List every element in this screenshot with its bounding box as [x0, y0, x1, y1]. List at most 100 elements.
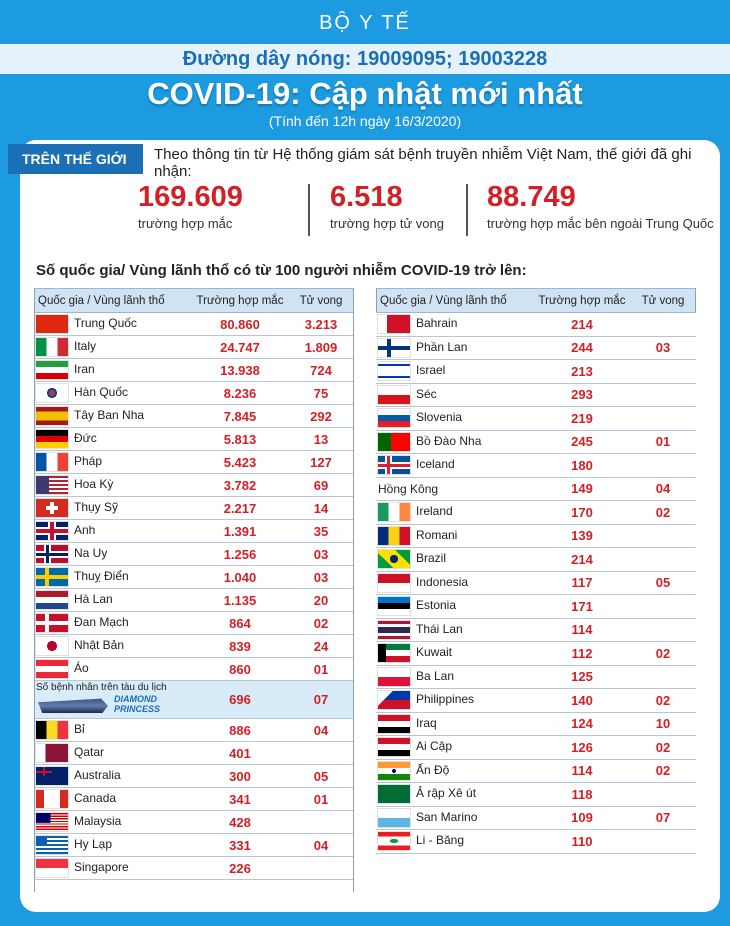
cell-deaths — [630, 312, 696, 337]
cell-deaths — [630, 453, 696, 478]
country-name: Anh — [74, 523, 96, 538]
cell-cases: 214 — [534, 547, 630, 572]
cell-country: Italy — [34, 335, 192, 359]
table-row: Estonia 171 — [376, 594, 696, 619]
cell-cases: 293 — [534, 383, 630, 407]
table-row: Pháp 5.423 127 — [34, 450, 354, 474]
cell-cases: 1.256 — [192, 542, 288, 566]
brazil-flag-icon — [378, 550, 410, 569]
estonia-flag-icon — [378, 597, 410, 616]
cell-country: Áo — [34, 657, 192, 681]
country-name: Malaysia — [74, 814, 122, 829]
cell-country: Hàn Quốc — [34, 381, 192, 405]
cell-country: Pháp — [34, 450, 192, 474]
stat-divider — [308, 184, 310, 236]
cell-deaths — [288, 741, 354, 765]
world-section-tag: TRÊN THẾ GIỚI — [8, 144, 143, 174]
ship-name-line1: DIAMOND — [114, 694, 157, 704]
cell-cases: 864 — [192, 611, 288, 635]
cell-country: Ấn Độ — [376, 759, 534, 783]
country-name: Đan Mạch — [74, 615, 129, 630]
norway-flag-icon — [36, 545, 68, 563]
cell-cases: 109 — [534, 806, 630, 830]
spain-flag-icon — [36, 407, 68, 425]
slovenia-flag-icon — [378, 409, 410, 428]
country-name: Phần Lan — [416, 339, 468, 354]
country-name: Canada — [74, 791, 117, 806]
singapore-flag-icon — [36, 859, 68, 877]
cell-deaths: 01 — [630, 430, 696, 454]
cell-country: Thụy Sỹ — [34, 496, 192, 520]
stat-total-cases: 169.609 trường hợp mắc — [138, 180, 243, 231]
cell-deaths: 01 — [288, 657, 354, 681]
table-row: Iceland 180 — [376, 453, 696, 478]
ship-name-line2: PRINCESS — [114, 704, 161, 714]
table-row: Philippines 140 02 — [376, 688, 696, 713]
cell-deaths — [630, 594, 696, 619]
cell-cases: 139 — [534, 524, 630, 548]
cell-country: Đan Mạch — [34, 611, 192, 635]
header-cases: Trường hợp mắc — [192, 288, 288, 313]
country-name: Brazil — [416, 551, 447, 566]
cell-deaths: 292 — [288, 404, 354, 428]
cell-deaths — [288, 810, 354, 834]
cell-cases: 2.217 — [192, 496, 288, 520]
cell-deaths: 04 — [288, 718, 354, 742]
cell-country: Bồ Đào Nha — [376, 430, 534, 454]
philippines-flag-icon — [378, 691, 410, 710]
table-row: Thái Lan 114 — [376, 618, 696, 642]
cell-deaths: 20 — [288, 588, 354, 612]
country-name: Hàn Quốc — [74, 385, 129, 400]
table-row: Indonesia 117 05 — [376, 571, 696, 595]
country-name: Tây Ban Nha — [74, 408, 145, 423]
country-name: Áo — [74, 661, 89, 676]
cell-deaths: 69 — [288, 473, 354, 497]
cell-country: Israel — [376, 359, 534, 384]
germany-flag-icon — [36, 430, 68, 448]
cell-cases: 5.813 — [192, 427, 288, 451]
cell-cases: 401 — [192, 741, 288, 765]
stat-label: trường hợp mắc bên ngoài Trung Quốc — [487, 216, 714, 231]
cell-country: Nhật Bản — [34, 634, 192, 658]
country-name: Hoa Kỳ — [74, 477, 114, 492]
table-row: Thuỵ Điển 1.040 03 — [34, 565, 354, 589]
section-title: Số quốc gia/ Vùng lãnh thổ có từ 100 ngư… — [36, 262, 527, 279]
cell-country: Hà Lan — [34, 588, 192, 612]
cell-country: Philippines — [376, 688, 534, 713]
stat-label: trường hợp tử vong — [330, 216, 444, 231]
cell-cases: 341 — [192, 787, 288, 811]
cell-deaths — [630, 524, 696, 548]
table-row: Italy 24.747 1.809 — [34, 335, 354, 359]
cell-cases: 245 — [534, 430, 630, 454]
country-name: Na Uy — [74, 546, 108, 561]
cell-country: Ả rập Xê út — [376, 782, 534, 807]
ship-name: DIAMOND PRINCESS — [114, 694, 160, 714]
cell-cases: 13.938 — [192, 358, 288, 382]
cell-country: Hồng Kông — [376, 477, 534, 501]
table-row: Iraq 124 10 — [376, 712, 696, 736]
country-name: Hồng Kông — [378, 481, 439, 496]
cell-cases: 696 — [192, 680, 288, 719]
kuwait-flag-icon — [378, 644, 410, 663]
cell-cases: 170 — [534, 500, 630, 525]
header-cases: Trường hợp mắc — [534, 288, 630, 313]
table-row: San Marino 109 07 — [376, 806, 696, 830]
cell-deaths — [630, 665, 696, 689]
cell-country: Canada — [34, 787, 192, 811]
cell-cases: 226 — [192, 856, 288, 880]
table-row: Ba Lan 125 — [376, 665, 696, 689]
country-name: Bahrain — [416, 316, 458, 331]
cruise-ship-cell: Số bệnh nhân trên tàu du lịch DIAMOND PRIN… — [34, 680, 192, 719]
country-name: Ba Lan — [416, 668, 455, 683]
header-deaths: Tử vong — [630, 288, 696, 313]
bahrain-flag-icon — [378, 315, 410, 334]
usa-flag-icon — [36, 476, 68, 494]
table-row: Romani 139 — [376, 524, 696, 548]
table-row: Đan Mạch 864 02 — [34, 611, 354, 635]
country-name: Đức — [74, 431, 97, 446]
cell-cases: 8.236 — [192, 381, 288, 405]
cell-cases: 428 — [192, 810, 288, 834]
sanmarino-flag-icon — [378, 808, 410, 827]
sweden-flag-icon — [36, 568, 68, 586]
cell-cases: 886 — [192, 718, 288, 742]
